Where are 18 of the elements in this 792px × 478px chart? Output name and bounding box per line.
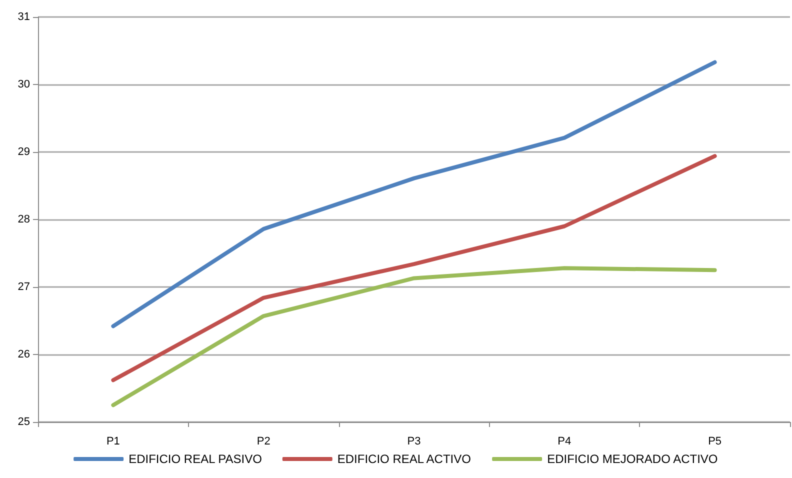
y-tick-label: 25 (18, 416, 30, 428)
line-series (111, 60, 717, 328)
y-tick-label: 26 (18, 348, 30, 360)
y-tick-label: 27 (18, 281, 30, 293)
x-tick-label: P2 (256, 436, 270, 448)
x-tick-label: P1 (106, 436, 120, 448)
line-series (111, 154, 717, 382)
y-tick-label: 28 (18, 214, 30, 226)
line-series (111, 266, 717, 408)
y-tick-label: 31 (18, 11, 30, 23)
x-tick-label: P4 (558, 436, 572, 448)
legend-label: EDIFICIO REAL PASIVO (128, 452, 262, 466)
x-tick-label: P5 (708, 436, 722, 448)
y-tick-label: 29 (18, 146, 30, 158)
y-tick-label: 30 (18, 78, 30, 90)
legend-label: EDIFICIO REAL ACTIVO (337, 452, 471, 466)
legend-label: EDIFICIO MEJORADO ACTIVO (547, 452, 718, 466)
x-tick-label: P3 (407, 436, 421, 448)
